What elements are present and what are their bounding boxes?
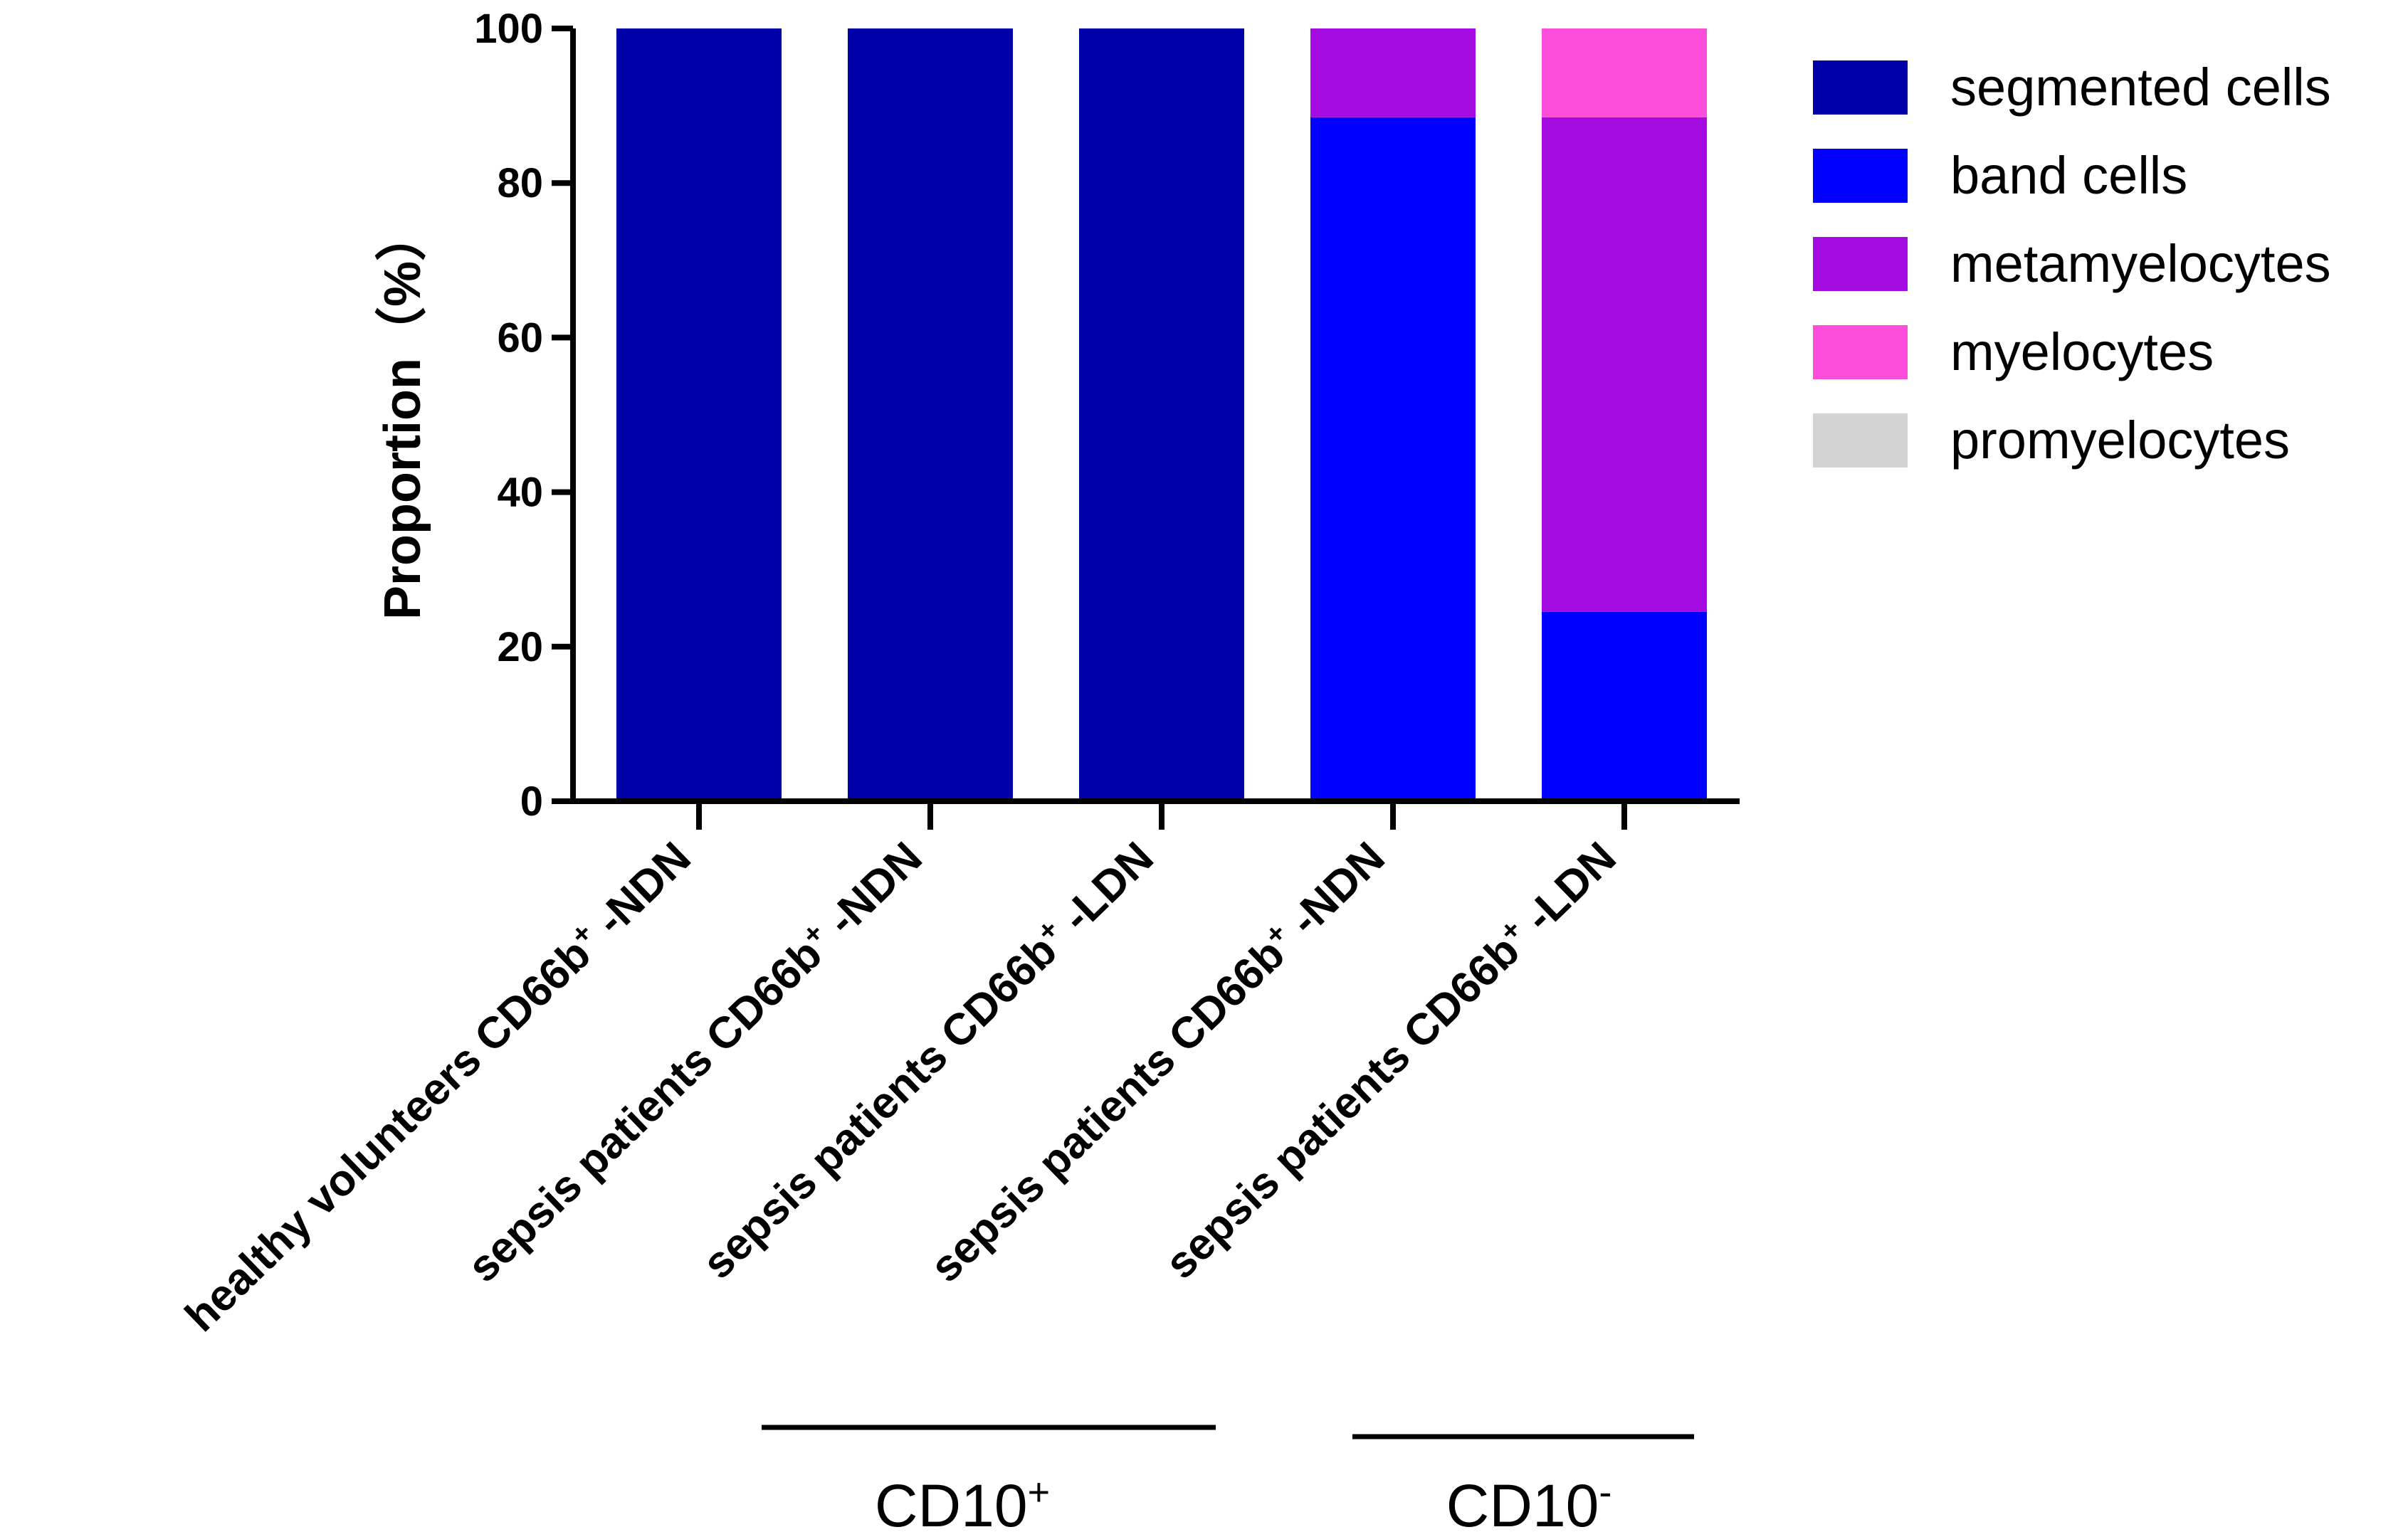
bar-myelocytes-4	[1542, 28, 1707, 117]
bar-segmented-cells-2	[1079, 28, 1244, 801]
group-label-0: CD10+	[875, 1471, 1050, 1532]
y-axis-title: Proportion（%）	[374, 210, 431, 620]
bars	[616, 28, 1707, 801]
bar-metamyelocytes-4	[1542, 117, 1707, 612]
legend-label-segmented-cells: segmented cells	[1950, 58, 2331, 117]
legend-swatch-myelocytes	[1813, 325, 1908, 379]
y-tick-label-60: 60	[497, 315, 543, 361]
category-label-3: sepsis patients CD66b+ -NDN	[920, 832, 1394, 1291]
x-ticks	[696, 801, 1627, 830]
legend: segmented cells band cells metamyelocytes m…	[1813, 58, 2331, 470]
legend-swatch-metamyelocytes	[1813, 237, 1908, 291]
bar-segmented-cells-1	[848, 28, 1013, 801]
legend-label-promyelocytes: promyelocytes	[1950, 411, 2290, 470]
y-tick-label-80: 80	[497, 160, 543, 206]
legend-swatch-promyelocytes	[1813, 413, 1908, 467]
category-label-0: healthy volunteers CD66b+ -NDN	[175, 832, 700, 1341]
legend-label-metamyelocytes: metamyelocytes	[1950, 234, 2331, 293]
category-label-4: sepsis patients CD66b+ -LDN	[1155, 832, 1626, 1289]
group-brackets: CD10+ CD10-	[762, 1425, 1694, 1532]
y-tick-label-20: 20	[497, 624, 543, 670]
plot-area: 0 20 40 60 80 100 Proportion（%） healthy volun…	[175, 6, 1740, 1532]
category-label-2: sepsis patients CD66b+ -LDN	[693, 832, 1163, 1289]
legend-swatch-segmented-cells	[1813, 60, 1908, 115]
axes: 0 20 40 60 80 100	[474, 6, 1740, 830]
y-tick-label-0: 0	[520, 778, 543, 825]
bar-metamyelocytes-3	[1310, 28, 1476, 117]
bar-band-cells-3	[1310, 117, 1476, 801]
legend-swatch-band-cells	[1813, 149, 1908, 203]
bar-segmented-cells-0	[616, 28, 782, 801]
legend-label-myelocytes: myelocytes	[1950, 322, 2214, 381]
legend-label-band-cells: band cells	[1950, 146, 2187, 205]
category-label-1: sepsis patients CD66b+ -NDN	[458, 832, 932, 1291]
group-label-1: CD10-	[1446, 1471, 1612, 1532]
bar-band-cells-4	[1542, 611, 1707, 801]
y-tick-label-100: 100	[474, 6, 543, 52]
y-ticks: 0 20 40 60 80 100	[474, 6, 573, 825]
y-tick-label-40: 40	[497, 470, 543, 516]
